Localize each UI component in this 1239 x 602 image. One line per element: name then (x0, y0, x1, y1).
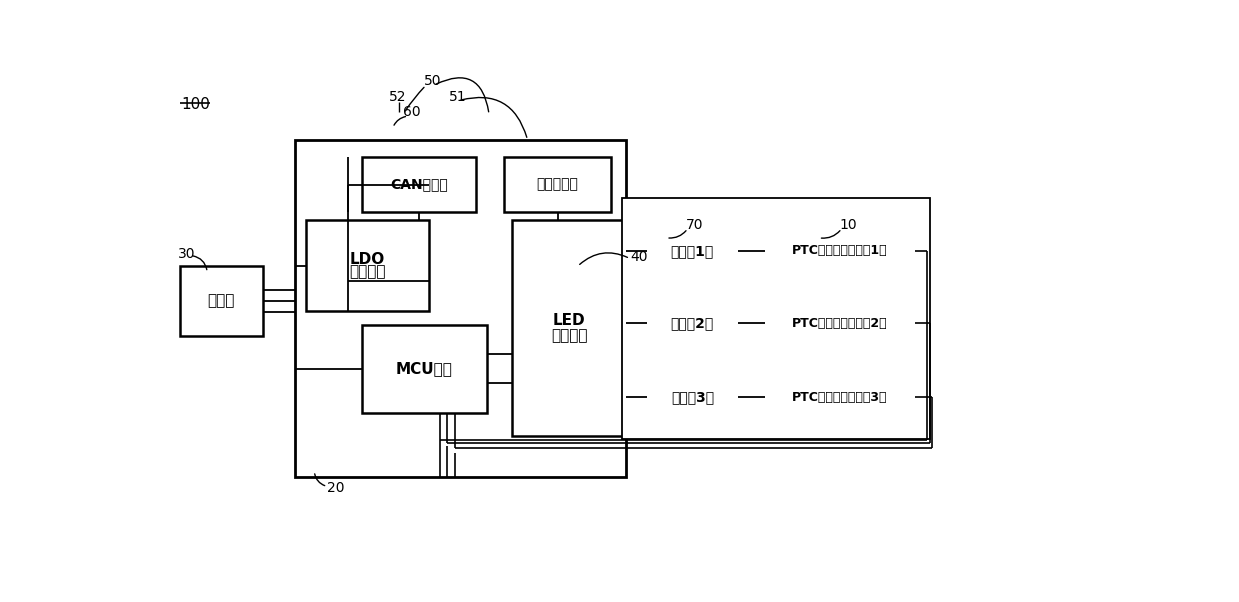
Text: 上位机: 上位机 (207, 293, 235, 308)
Text: MCU芯片: MCU芯片 (396, 362, 452, 377)
Bar (362, 157, 476, 213)
Text: 30: 30 (178, 247, 196, 261)
Bar (764, 371, 914, 423)
Bar (180, 266, 263, 335)
Text: PTC温度检测模块（2）: PTC温度检测模块（2） (792, 317, 887, 330)
Bar (362, 325, 487, 414)
Text: LDO: LDO (349, 252, 385, 267)
Text: 格栅灯2组: 格栅灯2组 (670, 316, 714, 330)
Text: 驱动芯片: 驱动芯片 (551, 328, 587, 343)
Text: 格栅灯3组: 格栅灯3组 (670, 390, 714, 404)
Bar (764, 297, 914, 349)
Text: 40: 40 (631, 250, 648, 264)
Text: PTC温度检测模块（1）: PTC温度检测模块（1） (792, 244, 887, 258)
Text: 100: 100 (181, 97, 209, 112)
Text: 20: 20 (327, 481, 344, 495)
Text: 70: 70 (685, 218, 703, 232)
Bar (764, 225, 914, 277)
Text: LED: LED (553, 312, 586, 327)
Text: 供电模块: 供电模块 (349, 264, 385, 279)
Text: 格栅灯1组: 格栅灯1组 (670, 244, 714, 258)
Bar (306, 220, 429, 311)
Bar (512, 220, 626, 436)
Bar (629, 205, 926, 434)
Text: PTC温度检测模块（3）: PTC温度检测模块（3） (792, 391, 887, 404)
Text: 10: 10 (840, 218, 857, 232)
Bar (295, 140, 626, 477)
Bar (647, 297, 737, 349)
Text: 51: 51 (449, 90, 467, 104)
Bar (622, 197, 929, 439)
Bar (637, 213, 922, 431)
Bar (647, 225, 737, 277)
Bar (504, 157, 611, 213)
Text: CAN收发器: CAN收发器 (390, 178, 447, 191)
Text: 恒流源模块: 恒流源模块 (536, 178, 579, 191)
Text: 50: 50 (424, 75, 441, 88)
Text: 60: 60 (403, 105, 420, 119)
Text: 52: 52 (389, 90, 406, 104)
Bar (647, 371, 737, 423)
